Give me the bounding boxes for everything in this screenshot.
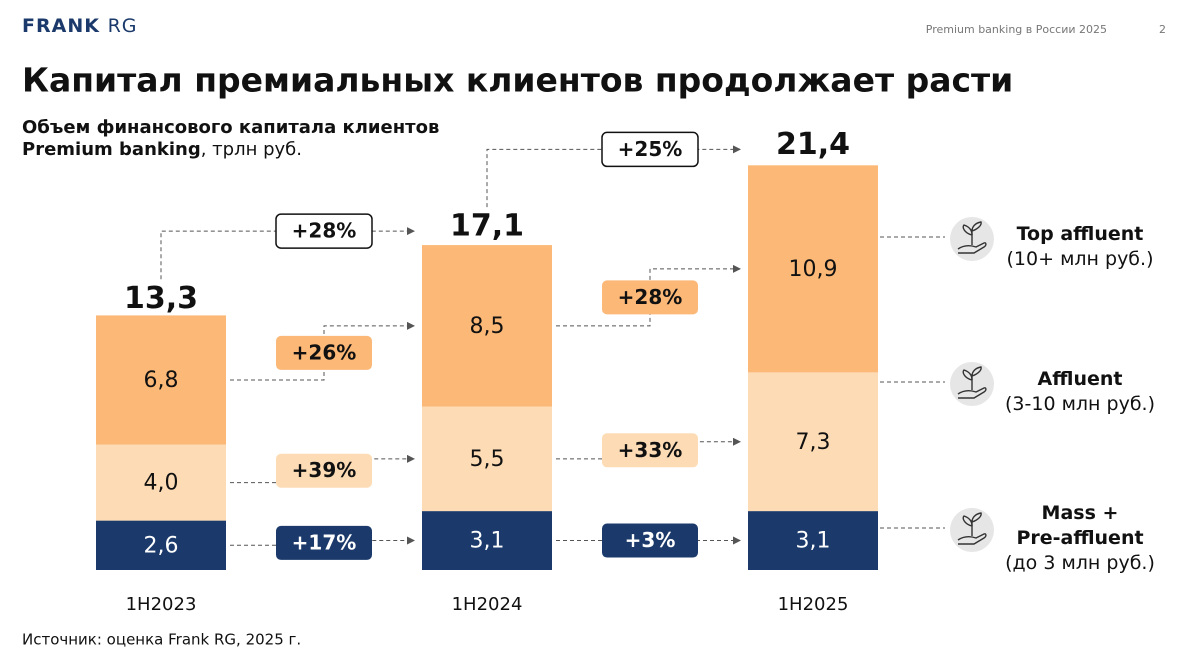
growth-box — [276, 453, 372, 488]
growth-label: +33% — [618, 438, 683, 462]
bar-segment — [422, 511, 552, 570]
x-tick-label: 1H2023 — [126, 594, 197, 615]
bar-segment — [96, 444, 226, 521]
growth-box — [602, 523, 698, 558]
growth-label: +26% — [292, 340, 357, 364]
legend-entry: Top affluent (10+ млн руб.) — [995, 222, 1165, 272]
icon-leaf — [962, 221, 982, 236]
value-label: 7,3 — [796, 430, 831, 455]
growth-box — [602, 280, 698, 315]
legend-icon — [957, 366, 987, 399]
legend-entry: Mass + Pre-affluent (до 3 млн руб.) — [995, 501, 1165, 576]
growth-label: +28% — [292, 219, 357, 243]
page-number: 2 — [1159, 23, 1166, 36]
bar-segment — [748, 165, 878, 373]
value-label: 6,8 — [144, 368, 179, 393]
value-label: 2,6 — [144, 533, 179, 558]
subtitle-unit: , трлн руб. — [201, 139, 302, 160]
value-label: 8,5 — [470, 314, 505, 339]
logo: FRANK RG — [22, 15, 138, 37]
legend-note: (10+ млн руб.) — [1006, 248, 1154, 270]
x-tick-label: 1H2025 — [778, 594, 849, 615]
chart-subtitle-2: Premium banking, трлн руб. — [22, 139, 302, 160]
subtitle-bold: Premium banking — [22, 139, 201, 160]
growth-box — [275, 213, 373, 249]
growth-box — [276, 335, 372, 370]
growth-label: +25% — [618, 137, 683, 161]
bar-segment — [748, 511, 878, 570]
growth-label: +17% — [292, 530, 357, 554]
chart-subtitle: Объем финансового капитала клиентов — [22, 117, 439, 138]
value-label: 3,1 — [796, 529, 831, 554]
icon-hand — [957, 242, 987, 254]
legend-icon — [957, 512, 987, 545]
bar-segment — [96, 315, 226, 445]
bar-segment — [422, 245, 552, 407]
value-label: 10,9 — [789, 257, 838, 282]
legend-note: (до 3 млн руб.) — [1005, 551, 1155, 574]
legend-icon — [957, 221, 987, 254]
growth-box — [602, 433, 698, 468]
growth-box — [276, 525, 372, 560]
growth-label: +39% — [292, 458, 357, 482]
icon-leaf — [962, 366, 982, 381]
bar-segment — [422, 406, 552, 512]
growth-box — [601, 131, 699, 168]
legend-name: Top affluent — [1016, 223, 1144, 245]
report-name: Premium banking в России 2025 — [926, 23, 1107, 36]
icon-hand — [957, 387, 987, 399]
total-label: 21,4 — [776, 127, 850, 162]
bar-segment — [748, 372, 878, 512]
slide-title: Капитал премиальных клиентов продолжает … — [22, 61, 1013, 100]
growth-label: +3% — [625, 528, 676, 552]
logo-bold: FRANK — [22, 15, 100, 37]
total-label: 13,3 — [124, 281, 198, 316]
legend-name: Affluent — [1037, 368, 1123, 390]
icon-hand — [957, 533, 987, 545]
legend-note: (3-10 млн руб.) — [1005, 393, 1155, 415]
growth-label: +28% — [618, 285, 683, 309]
source-note: Источник: оценка Frank RG, 2025 г. — [22, 631, 301, 649]
value-label: 4,0 — [144, 471, 179, 496]
total-connector — [160, 227, 415, 280]
legend-name: Mass + Pre-affluent — [1016, 501, 1144, 549]
x-tick-label: 1H2024 — [452, 594, 523, 615]
total-label: 17,1 — [450, 209, 524, 244]
logo-light: RG — [108, 15, 138, 37]
value-label: 3,1 — [470, 529, 505, 554]
bar-segment — [96, 520, 226, 570]
value-label: 5,5 — [470, 447, 505, 472]
legend-entry: Affluent (3-10 млн руб.) — [995, 367, 1165, 417]
icon-leaf — [962, 512, 982, 527]
